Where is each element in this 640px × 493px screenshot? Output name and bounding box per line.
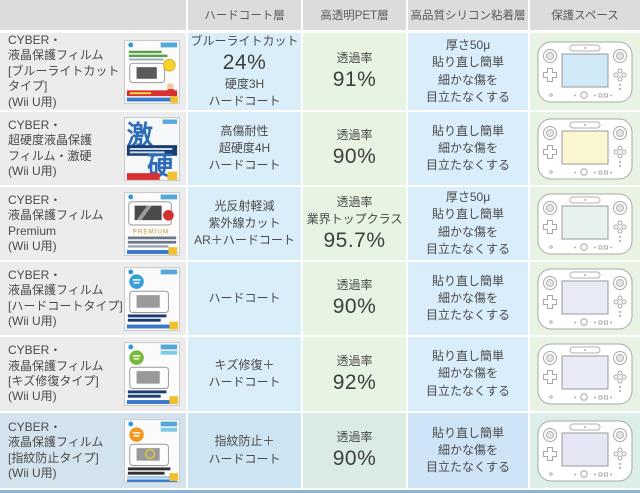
pet-cell: 透過率 90% xyxy=(303,413,406,488)
product-name-cell: CYBER・ 超硬度液晶保護 フィルム・激硬 (Wii U用) 激 硬 xyxy=(0,112,186,185)
hardcoat-text-top: 光反射軽減 紫外線カット AR＋ハードコート xyxy=(194,198,295,248)
hardcoat-cell: 指紋防止＋ ハードコート xyxy=(188,413,301,488)
product-name-cell: CYBER・ 液晶保護フィルム [指紋防止タイプ] (Wii U用) xyxy=(0,413,186,488)
pet-value: 90% xyxy=(332,295,377,319)
pet-label: 透過率 xyxy=(336,278,373,293)
pet-cell: 透過率 91% xyxy=(303,33,406,110)
table-row-premium: CYBER・ 液晶保護フィルム Premium (Wii U用) PREMIUM… xyxy=(0,187,640,260)
product-package-image: PREMIUM xyxy=(124,191,180,256)
header-protect-space: 保護スペース xyxy=(530,0,640,30)
header-pet-layer: 高透明PET層 xyxy=(303,0,406,30)
pet-label: 透過率 xyxy=(336,353,373,368)
product-package-image: 激 硬 xyxy=(124,116,180,181)
silicone-text: 貼り直し簡単 細かな傷を 目立たなくする xyxy=(425,349,510,398)
hardcoat-text-top: 高傷耐性 超硬度4H ハードコート xyxy=(208,123,281,173)
header-corner xyxy=(0,0,186,30)
silicone-text: 貼り直し簡単 細かな傷を 目立たなくする xyxy=(425,425,510,475)
silicone-cell: 貼り直し簡単 細かな傷を 目立たなくする xyxy=(408,112,528,185)
protect-space-cell xyxy=(530,262,640,335)
protect-space-cell xyxy=(530,187,640,260)
pet-label: 透過率 xyxy=(336,51,373,66)
product-name-cell: CYBER・ 液晶保護フィルム [ハードコートタイプ] (Wii U用) xyxy=(0,262,186,335)
product-package-image xyxy=(124,342,180,406)
pet-sublabel: 業界トップクラス xyxy=(306,211,403,226)
pet-cell: 透過率 90% xyxy=(303,112,406,185)
gamepad-illustration xyxy=(537,420,633,481)
pet-value: 92% xyxy=(332,370,377,394)
hardcoat-cell: ブルーライトカット 24% 硬度3H ハードコート xyxy=(188,33,301,110)
pet-value: 91% xyxy=(332,68,377,92)
gamepad-illustration xyxy=(537,268,633,329)
svg-text:PREMIUM: PREMIUM xyxy=(133,228,169,235)
hardcoat-text-top: ハードコート xyxy=(208,290,281,305)
table-row-anti-fingerprint: CYBER・ 液晶保護フィルム [指紋防止タイプ] (Wii U用) 指紋防止＋… xyxy=(0,413,640,488)
hardcoat-cell: 光反射軽減 紫外線カット AR＋ハードコート xyxy=(188,187,301,260)
pet-cell: 透過率 90% xyxy=(303,262,406,335)
table-row-gekikou: CYBER・ 超硬度液晶保護 フィルム・激硬 (Wii U用) 激 硬 高傷耐性… xyxy=(0,112,640,185)
gamepad-illustration xyxy=(537,343,633,405)
pet-label: 透過率 xyxy=(336,128,373,143)
header-hardcoat-layer: ハードコート層 xyxy=(188,0,301,30)
product-name: CYBER・ 液晶保護フィルム [ハードコートタイプ] (Wii U用) xyxy=(8,267,123,328)
hardcoat-cell: ハードコート xyxy=(188,262,301,335)
hardcoat-text-top: 指紋防止＋ ハードコート xyxy=(208,434,281,466)
pet-cell: 透過率 業界トップクラス 95.7% xyxy=(303,187,406,260)
header-row: ハードコート層 高透明PET層 高品質シリコン粘着層 保護スペース xyxy=(0,0,640,30)
product-name-cell: CYBER・ 液晶保護フィルム Premium (Wii U用) PREMIUM xyxy=(0,187,186,260)
pet-cell: 透過率 92% xyxy=(303,337,406,411)
gamepad-illustration xyxy=(537,41,633,102)
protect-space-cell xyxy=(530,33,640,110)
silicone-text: 貼り直し簡単 細かな傷を 目立たなくする xyxy=(425,123,510,173)
silicone-text: 厚さ50μ 貼り直し簡単 細かな傷を 目立たなくする xyxy=(425,38,510,104)
hardcoat-cell: キズ修復＋ ハードコート xyxy=(188,337,301,411)
product-name: CYBER・ 液晶保護フィルム [指紋防止タイプ] (Wii U用) xyxy=(8,419,104,480)
product-name: CYBER・ 超硬度液晶保護 フィルム・激硬 (Wii U用) xyxy=(8,117,93,178)
product-package-image xyxy=(124,266,180,331)
hardcoat-text-bottom: 硬度3H ハードコート xyxy=(208,76,281,108)
silicone-cell: 貼り直し簡単 細かな傷を 目立たなくする xyxy=(408,337,528,411)
product-name: CYBER・ 液晶保護フィルム [キズ修復タイプ] (Wii U用) xyxy=(8,343,104,404)
silicone-cell: 厚さ50μ 貼り直し簡単 細かな傷を 目立たなくする xyxy=(408,187,528,260)
gamepad-illustration xyxy=(537,193,633,254)
silicone-cell: 貼り直し簡単 細かな傷を 目立たなくする xyxy=(408,413,528,488)
product-name-cell: CYBER・ 液晶保護フィルム [ブルーライトカット タイプ] (Wii U用) xyxy=(0,33,186,110)
pet-label: 透過率 xyxy=(336,430,373,445)
table-row-scratch-repair: CYBER・ 液晶保護フィルム [キズ修復タイプ] (Wii U用) キズ修復＋… xyxy=(0,337,640,411)
silicone-cell: 厚さ50μ 貼り直し簡単 細かな傷を 目立たなくする xyxy=(408,33,528,110)
header-silicone-layer: 高品質シリコン粘着層 xyxy=(408,0,528,30)
table-row-hardcoat: CYBER・ 液晶保護フィルム [ハードコートタイプ] (Wii U用) ハード… xyxy=(0,262,640,335)
table-row-bluelight-cut: CYBER・ 液晶保護フィルム [ブルーライトカット タイプ] (Wii U用) xyxy=(0,33,640,110)
pet-label: 透過率 xyxy=(336,194,373,209)
silicone-text: 厚さ50μ 貼り直し簡単 細かな傷を 目立たなくする xyxy=(425,190,510,256)
protect-space-cell xyxy=(530,413,640,488)
product-package-image xyxy=(124,39,180,104)
silicone-cell: 貼り直し簡単 細かな傷を 目立たなくする xyxy=(408,262,528,335)
protect-space-cell xyxy=(530,337,640,411)
hardcoat-text-top: ブルーライトカット xyxy=(190,34,299,49)
pet-value: 90% xyxy=(332,145,377,169)
hardcoat-value: 24% xyxy=(222,51,267,75)
gamepad-illustration xyxy=(537,118,633,179)
product-package-image xyxy=(124,418,180,483)
product-name: CYBER・ 液晶保護フィルム [ブルーライトカット タイプ] (Wii U用) xyxy=(8,33,120,109)
protect-space-cell xyxy=(530,112,640,185)
pet-value: 90% xyxy=(332,447,377,471)
pet-value: 95.7% xyxy=(323,228,386,252)
silicone-text: 貼り直し簡単 細かな傷を 目立たなくする xyxy=(425,273,510,323)
product-name: CYBER・ 液晶保護フィルム Premium (Wii U用) xyxy=(8,192,104,253)
product-name-cell: CYBER・ 液晶保護フィルム [キズ修復タイプ] (Wii U用) xyxy=(0,337,186,411)
hardcoat-text-top: キズ修復＋ ハードコート xyxy=(208,357,281,389)
hardcoat-cell: 高傷耐性 超硬度4H ハードコート xyxy=(188,112,301,185)
